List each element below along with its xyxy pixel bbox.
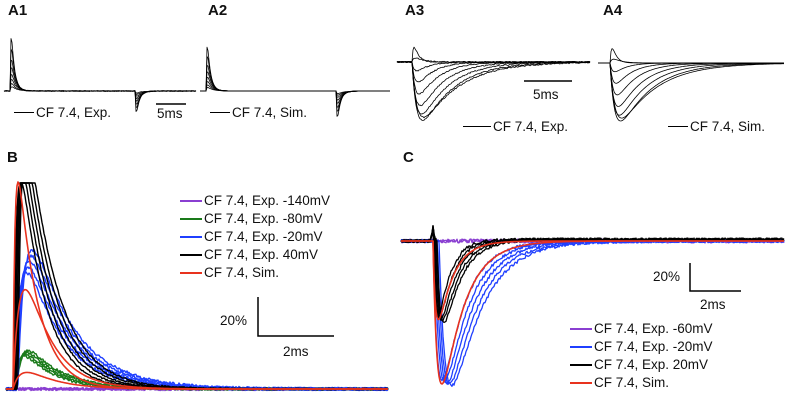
panel-label-b: B [7,149,18,166]
scalebar-label-b-y: 20% [220,313,248,328]
legend-label: CF 7.4, Exp. -140mV [204,193,331,208]
trace-a4 [598,62,784,84]
trace-a3 [396,61,591,119]
trace-a2 [200,56,390,112]
legend-swatch [210,112,230,113]
trace-a2 [200,71,390,104]
scalebar-c [689,263,741,292]
legend-swatch [14,112,34,113]
trace-a1 [3,48,197,108]
chart-c [400,225,785,387]
legend-item: CF 7.4, Exp. -60mV [570,320,713,337]
trace-c-blue [400,238,785,387]
scalebar-label-a1: 5ms [157,106,183,121]
trace-c-sim [401,240,784,321]
legend-item: CF 7.4, Sim. [570,374,669,391]
trace-c-black [400,226,785,324]
legend-swatch-black [570,363,592,366]
scalebar-label-a3: 5ms [533,87,559,102]
panel-label-a1: A1 [8,2,28,19]
legend-label: CF 7.4, Sim. [204,265,280,280]
legend-label: CF 7.4, Sim. [690,119,766,134]
legend-label: CF 7.4, Exp. -20mV [204,229,323,244]
legend-item: CF 7.4, Sim. [180,264,279,281]
trace-a1 [3,67,197,102]
legend-a2: CF 7.4, Sim. [210,104,307,121]
legend-swatch-blue [570,345,592,348]
trace-a2 [200,77,390,101]
trace-a2 [200,84,390,96]
chart-a1 [3,38,197,112]
panel-label-a2: A2 [208,2,228,19]
legend-swatch-red [180,271,202,274]
trace-a2 [200,81,390,98]
legend-label: CF 7.4, Sim. [594,375,670,390]
legend-label: CF 7.4, Exp. -20mV [594,339,713,354]
legend-label: CF 7.4, Exp. -60mV [594,321,713,336]
scalebar-label-b-x: 2ms [283,344,309,359]
legend-a4: CF 7.4, Sim. [668,118,765,135]
trace-a4 [598,62,784,119]
legend-item: CF 7.4, Exp. -20mV [570,338,713,355]
trace-a1 [3,83,197,95]
scalebar-label-c-x: 2ms [700,297,726,312]
legend-label: CF 7.4, Exp. [36,105,112,120]
legend-item: CF 7.4, Exp. -140mV [180,192,330,209]
trace-a2 [200,65,390,108]
legend-swatch [463,126,491,127]
chart-a4 [598,48,784,122]
legend-swatch-purple [570,327,592,330]
legend-label: CF 7.4, Exp. [493,119,569,134]
legend-label: CF 7.4, Sim. [232,105,308,120]
trace-a3 [396,61,591,107]
legend-swatch-black [180,253,202,256]
legend-swatch-blue [180,235,202,238]
panel-label-c: C [403,149,414,166]
legend-item: CF 7.4, Exp. -20mV [180,228,323,245]
chart-a3 [396,46,591,121]
legend-item: CF 7.4, Exp. 40mV [180,246,318,263]
legend-item: CF 7.4, Exp. -80mV [180,210,323,227]
trace-a2 [200,87,390,94]
trace-a4 [598,62,784,116]
legend-item: CF 7.4, Exp. 20mV [570,356,708,373]
legend-a1: CF 7.4, Exp. [14,104,111,121]
trace-a4 [598,62,784,107]
trace-b-sim [6,371,388,390]
trace-a4 [598,48,784,64]
trace-a1 [3,59,197,105]
legend-swatch [668,126,688,127]
legend-swatch-red [570,381,592,384]
scalebar-label-c-y: 20% [653,269,681,284]
trace-a1 [4,38,197,112]
trace-a4 [598,62,784,122]
legend-label: CF 7.4, Exp. 20mV [594,357,709,372]
legend-a3: CF 7.4, Exp. [463,118,568,135]
panel-label-a3: A3 [405,2,425,19]
chart-a2 [200,46,390,117]
legend-swatch-green [180,217,202,220]
scalebar-b [257,297,334,337]
panel-label-a4: A4 [603,2,623,19]
trace-a1 [4,74,197,99]
trace-a1 [3,86,197,94]
chart-b [5,181,389,392]
legend-label: CF 7.4, Exp. -80mV [204,211,323,226]
legend-swatch-purple [180,199,202,202]
legend-label: CF 7.4, Exp. 40mV [204,247,319,262]
trace-a1 [4,79,196,97]
trace-b-green [5,349,389,391]
